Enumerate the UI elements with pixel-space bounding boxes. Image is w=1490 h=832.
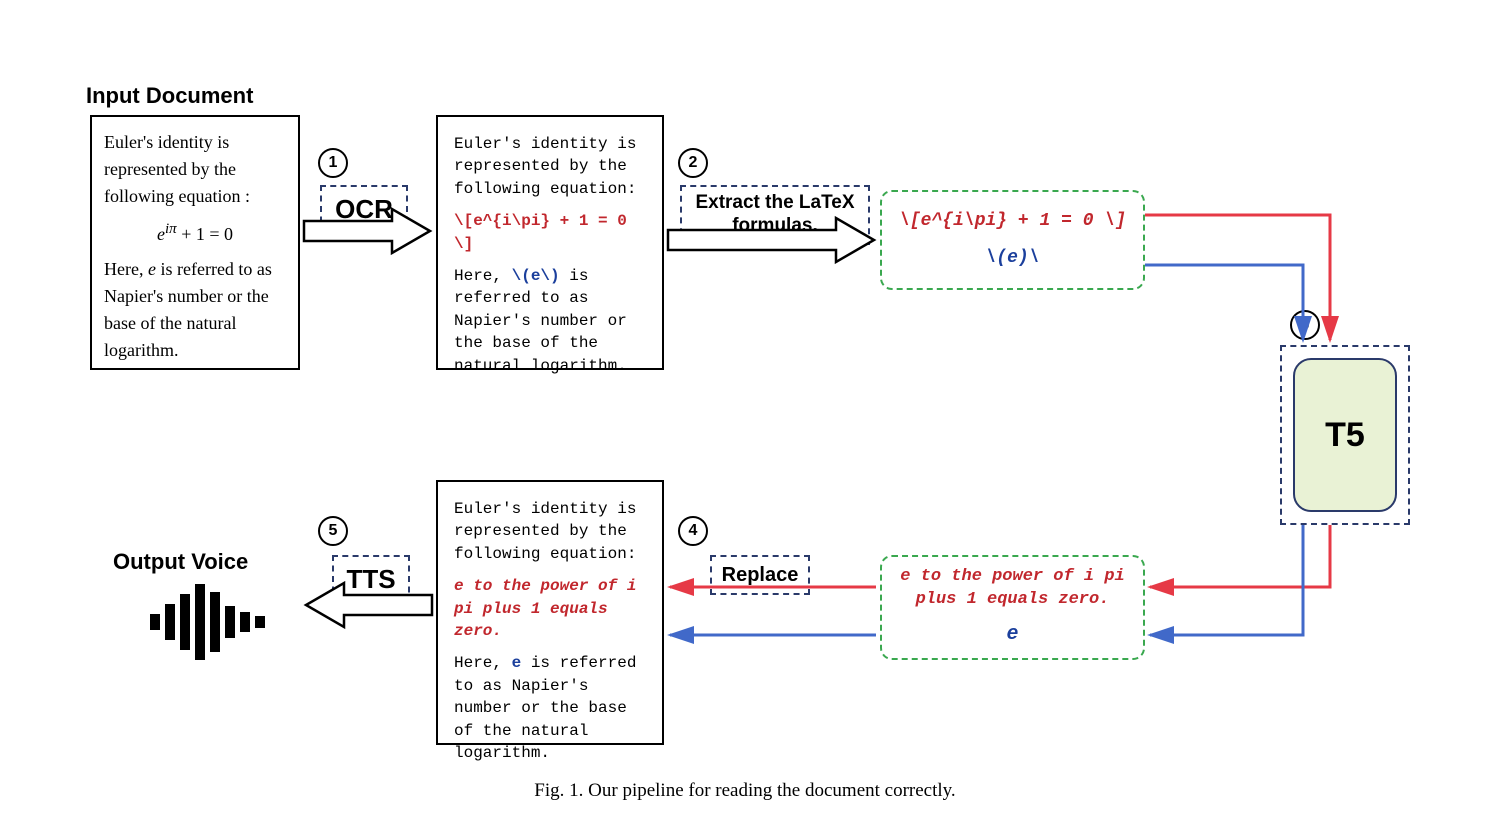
- green-bot-blue: e: [1006, 621, 1018, 649]
- box3-blue-e: e: [512, 654, 522, 672]
- replace-label-box: Replace: [710, 555, 810, 595]
- step-2-circle: 2: [678, 148, 708, 178]
- input-document-title: Input Document: [86, 83, 253, 109]
- arrow-extract: [666, 210, 878, 270]
- arrow-ocr: [302, 201, 434, 261]
- extracted-formulas-box: \[e^{i\pi} + 1 = 0 \] \(e)\: [880, 190, 1145, 290]
- box1-l2a: Here,: [104, 259, 148, 279]
- step-1-circle: 1: [318, 148, 348, 178]
- arrow-tts: [296, 575, 434, 635]
- waveform-icon: [145, 582, 275, 662]
- input-document-box: Euler's identity is represented by the f…: [90, 115, 300, 370]
- box2-line1: Euler's identity is represented by the f…: [454, 133, 646, 200]
- box2-formula-red: \[e^{i\pi} + 1 = 0 \]: [454, 210, 646, 255]
- box2-l2a: Here,: [454, 267, 512, 285]
- t5-outer-box: T5: [1280, 345, 1410, 525]
- box3-line1: Euler's identity is represented by the f…: [454, 498, 646, 565]
- green-top-blue: \(e)\: [985, 246, 1039, 271]
- step-3-circle: 3: [1290, 310, 1320, 340]
- box1-text-top: Euler's identity is represented by the f…: [104, 129, 286, 210]
- box2-line2: Here, \(e\) is referred to as Napier's n…: [454, 265, 646, 377]
- step-4-circle: 4: [678, 516, 708, 546]
- box3-red: e to the power of i pi plus 1 equals zer…: [454, 575, 646, 642]
- translated-formulas-box: e to the power of i pi plus 1 equals zer…: [880, 555, 1145, 660]
- green-top-red: \[e^{i\pi} + 1 = 0 \]: [899, 209, 1126, 234]
- box1-eq-sup: iπ: [165, 221, 177, 237]
- box1-l2b: e: [148, 259, 156, 279]
- step-5-circle: 5: [318, 516, 348, 546]
- box1-eq-base: e: [157, 224, 165, 244]
- ocr-output-box: Euler's identity is represented by the f…: [436, 115, 664, 370]
- output-voice-title: Output Voice: [113, 549, 248, 575]
- box3-line2: Here, e is referred to as Napier's numbe…: [454, 652, 646, 764]
- box1-eq-rest: + 1 = 0: [177, 224, 233, 244]
- green-bot-red: e to the power of i pi plus 1 equals zer…: [890, 566, 1135, 610]
- replaced-output-box: Euler's identity is represented by the f…: [436, 480, 664, 745]
- box3-l2a: Here,: [454, 654, 512, 672]
- box2-formula-blue: \(e\): [512, 267, 560, 285]
- box1-equation: eiπ + 1 = 0: [104, 218, 286, 248]
- box1-text-bottom: Here, e is referred to as Napier's numbe…: [104, 256, 286, 364]
- t5-inner-box: T5: [1293, 358, 1397, 512]
- figure-caption: Fig. 1. Our pipeline for reading the doc…: [0, 780, 1490, 802]
